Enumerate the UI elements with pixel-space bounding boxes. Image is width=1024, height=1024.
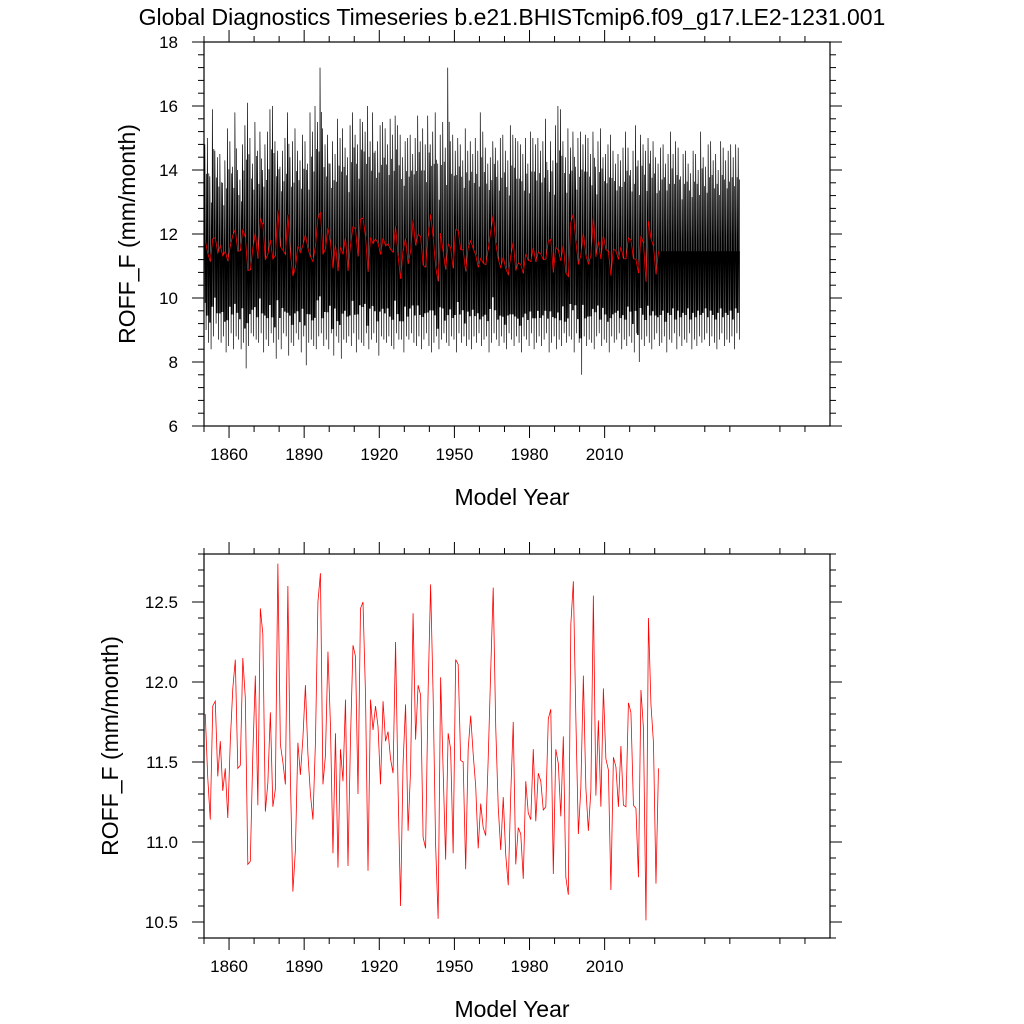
y-axis-title: ROFF_F (mm/month) [114, 124, 140, 344]
x-axis-title: Model Year [454, 996, 569, 1022]
y-tick-label: 11.0 [146, 833, 178, 852]
x-tick-label: 1980 [511, 957, 549, 976]
y-tick-label: 12.0 [145, 673, 178, 692]
y-tick-label: 16 [159, 97, 178, 116]
annual-mean-series-line [204, 210, 659, 282]
annual-mean-line [204, 563, 659, 921]
x-tick-label: 1860 [210, 957, 248, 976]
x-tick-label: 2010 [586, 957, 624, 976]
bottom-panel: 1860 1890 1920 1950 1980 2010 10.5 11.0 11.5 12.0… [97, 542, 842, 1022]
x-tick-label: 1920 [360, 957, 398, 976]
axis-ticks: 1860 1890 1920 1950 1980 2010 10.5 11.0 11.5 12.0… [145, 542, 842, 976]
y-tick-label: 18 [159, 33, 178, 52]
x-axis-title: Model Year [454, 484, 569, 510]
top-panel: 1860 1890 1920 1950 1980 2010 6 8 10 12 14 16 18 Mod… [114, 30, 842, 510]
x-tick-label: 1920 [360, 445, 398, 464]
chart-title: Global Diagnostics Timeseries b.e21.BHIS… [139, 4, 886, 30]
y-tick-label: 10 [159, 289, 178, 308]
annual-mean-series-line [204, 563, 659, 921]
y-tick-label: 6 [169, 417, 178, 436]
x-tick-label: 1980 [511, 445, 549, 464]
y-tick-label: 12 [159, 225, 178, 244]
x-tick-label: 1890 [285, 445, 323, 464]
x-tick-label: 1950 [435, 445, 473, 464]
y-tick-label: 10.5 [145, 913, 178, 932]
axis-ticks: 1860 1890 1920 1950 1980 2010 6 8 10 12 14 16 18 [159, 30, 842, 464]
y-tick-label: 12.5 [145, 593, 178, 612]
monthly-series-line [203, 67, 741, 375]
x-tick-label: 1950 [435, 957, 473, 976]
y-axis-title: ROFF_F (mm/month) [97, 636, 123, 856]
x-tick-label: 1860 [210, 445, 248, 464]
monthly-line [203, 67, 741, 375]
y-tick-label: 11.5 [146, 753, 178, 772]
annual-mean-line [204, 210, 659, 282]
x-tick-label: 1890 [285, 957, 323, 976]
x-tick-label: 2010 [586, 445, 624, 464]
y-tick-label: 14 [159, 161, 178, 180]
y-tick-label: 8 [169, 353, 178, 372]
